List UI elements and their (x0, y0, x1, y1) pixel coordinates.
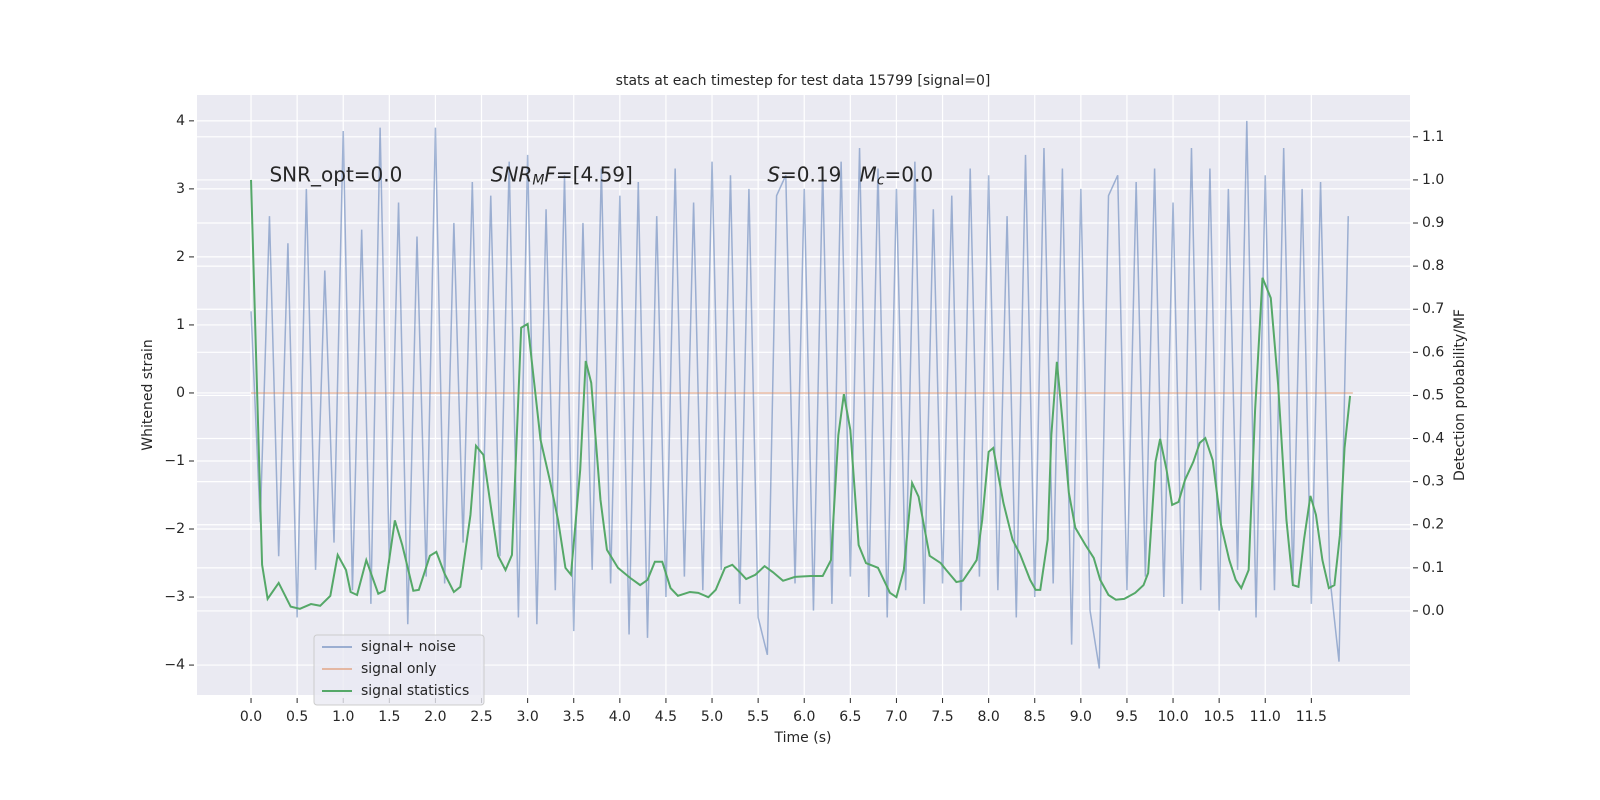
y2-tick-label: 1.1 (1422, 129, 1444, 145)
legend: signal+ noise signal only signal statistic… (313, 634, 485, 706)
annotation: SNRMF=[4.59] (491, 162, 633, 189)
annotation-part: =[4.59] (556, 162, 633, 186)
x-axis-label: Time (s) (774, 730, 832, 746)
x-tick-label: 10.0 (1157, 709, 1188, 725)
annotation: SNR_opt=0.0 (269, 162, 402, 186)
x-tick-label: 9.5 (1116, 709, 1138, 725)
legend-label: signal statistics (361, 683, 469, 699)
y2-tick-label: 0.3 (1422, 474, 1444, 490)
x-tick-label: 6.5 (839, 709, 861, 725)
x-tick-label: 4.5 (655, 709, 677, 725)
y-tick-label: −4 (164, 657, 185, 673)
y2-tick-label: 0.5 (1422, 387, 1444, 403)
y-tick-label: 1 (176, 317, 185, 333)
annotation-part: F (544, 162, 556, 186)
annotation-part: SNR (491, 162, 533, 186)
x-tick-label: 2.5 (470, 709, 492, 725)
y-tick-label: 3 (176, 181, 185, 197)
x-tick-label: 1.0 (332, 709, 354, 725)
x-tick-label: 7.0 (885, 709, 907, 725)
annotation-part: M (532, 172, 544, 188)
y-tick-label: −1 (164, 453, 185, 469)
x-tick-label: 4.0 (609, 709, 631, 725)
marks (250, 120, 1353, 669)
x-tick-label: 3.0 (517, 709, 539, 725)
legend-box (313, 634, 485, 706)
x-tick-label: 8.0 (978, 709, 1000, 725)
x-tick-label: 7.5 (931, 709, 953, 725)
series-line (250, 120, 1349, 669)
x-tick-label: 3.5 (563, 709, 585, 725)
x-tick-label: 10.5 (1204, 709, 1235, 725)
x-tick-label: 2.0 (424, 709, 446, 725)
y2-tick-label: 0.4 (1422, 431, 1444, 447)
annotation-part: =0.0 (885, 162, 934, 186)
y2-tick-label: 0.7 (1422, 301, 1444, 317)
annotation: S=0.19 (767, 162, 841, 186)
y-tick-label: −3 (164, 589, 185, 605)
annotation-part: =0.19 (780, 162, 841, 186)
y-axis-label: Whitened strain (140, 339, 156, 450)
x-tick-label: 0.0 (240, 709, 262, 725)
y-tick-label: −2 (164, 521, 185, 537)
x-tick-label: 11.0 (1250, 709, 1281, 725)
x-tick-label: 11.5 (1296, 709, 1327, 725)
annotation-part: S (767, 162, 780, 186)
legend-label: signal only (361, 661, 436, 677)
x-tick-label: 9.0 (1070, 709, 1092, 725)
legend-label: signal+ noise (361, 639, 456, 655)
x-tick-label: 5.5 (747, 709, 769, 725)
y-tick-label: 2 (176, 249, 185, 265)
y2-tick-label: 0.6 (1422, 344, 1444, 360)
y2-tick-label: 0.8 (1422, 258, 1444, 274)
x-tick-label: 0.5 (286, 709, 308, 725)
annotation-part: M (860, 162, 877, 186)
y2-tick-label: 0.2 (1422, 517, 1444, 533)
annotation-part: c (877, 172, 885, 188)
x-tick-label: 6.0 (793, 709, 815, 725)
y2-tick-label: 1.0 (1422, 172, 1444, 188)
chart-title: stats at each timestep for test data 157… (616, 73, 991, 89)
y2-tick-label: 0.9 (1422, 215, 1444, 231)
labels: 0.0 0.5 1.0 1.5 2.0 2.5 3.0 3.5 4.0 4.5 5.0 5.5 6.0 6… (164, 113, 1444, 725)
x-tick-label: 8.5 (1024, 709, 1046, 725)
annotation-part: SNR_opt=0.0 (269, 162, 402, 186)
x-tick-label: 1.5 (378, 709, 400, 725)
y2-tick-label: 0.0 (1422, 603, 1444, 619)
y-tick-label: 4 (176, 113, 185, 129)
y2-tick-label: 0.1 (1422, 560, 1444, 576)
y-tick-label: 0 (176, 385, 185, 401)
series-line (250, 179, 1352, 610)
y2-axis-label: Detection probability/MF (1452, 309, 1468, 481)
annotation: Mc=0.0 (860, 162, 934, 189)
x-tick-label: 5.0 (701, 709, 723, 725)
